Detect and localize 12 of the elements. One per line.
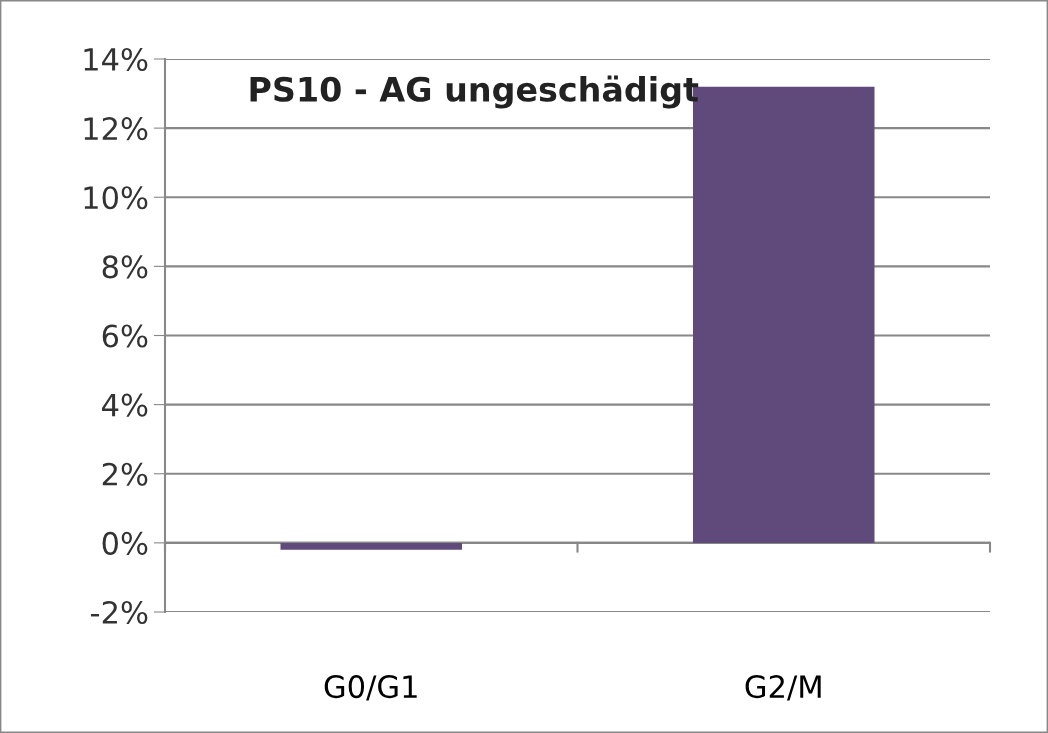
y-tick-label: -2% <box>91 600 148 625</box>
y-tick-label: 14% <box>84 47 148 72</box>
chart-title: PS10 - AG ungeschädigt <box>250 75 699 109</box>
x-tick-label: G2/M <box>745 675 821 701</box>
y-tick-label: 2% <box>102 462 148 486</box>
x-tick-label: G0/G1 <box>324 675 417 701</box>
y-tick-label: 4% <box>102 393 148 417</box>
y-tick-label: 0% <box>102 531 148 555</box>
y-tick-label: 8% <box>102 255 148 279</box>
y-tick-label: 6% <box>102 324 148 348</box>
y-tick-label: 12% <box>84 117 148 141</box>
y-tick-label: 10% <box>84 186 148 210</box>
